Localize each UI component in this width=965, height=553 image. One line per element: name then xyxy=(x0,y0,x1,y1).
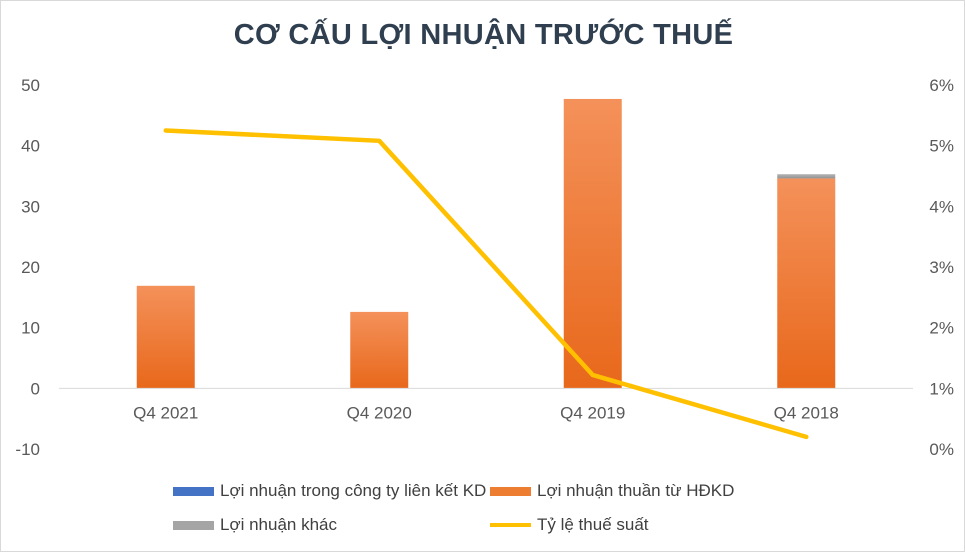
bar-operating-profit xyxy=(563,98,622,389)
x-tick-label: Q4 2019 xyxy=(560,403,625,422)
bar-other-profit xyxy=(777,174,836,179)
legend-item-tax-rate: Tỷ lệ thuế suất xyxy=(490,515,649,535)
y-tick-label: 50 xyxy=(21,76,40,95)
y-tick-label: -10 xyxy=(15,440,40,459)
legend-label-operating-profit: Lợi nhuận thuần từ HĐKD xyxy=(537,481,735,500)
chart-title: CƠ CẤU LỢI NHUẬN TRƯỚC THUẾ xyxy=(233,19,734,51)
y-tick-label: 40 xyxy=(21,137,40,156)
legend-item-associates: Lợi nhuận trong công ty liên kết KD xyxy=(173,481,486,501)
tax-rate-line xyxy=(163,128,809,440)
y2-tick-label: 1% xyxy=(929,379,954,398)
y2-tick-label: 3% xyxy=(929,258,954,277)
legend-label-tax-rate: Tỷ lệ thuế suất xyxy=(537,515,649,534)
legend-label-other-profit: Lợi nhuận khác xyxy=(220,515,338,534)
bar-operating-profit xyxy=(777,178,836,389)
x-tick-label: Q4 2018 xyxy=(774,403,839,422)
legend-swatch-operating-profit xyxy=(490,486,531,496)
bar-operating-profit xyxy=(136,285,195,389)
legend-swatch-other-profit xyxy=(173,520,214,530)
legend-swatch-associates xyxy=(173,486,214,496)
y2-tick-label: 2% xyxy=(929,319,954,338)
tax-rate-point xyxy=(377,138,382,143)
y2-tick-label: 4% xyxy=(929,197,954,216)
y-tick-label: 20 xyxy=(21,258,40,277)
legend-label-associates: Lợi nhuận trong công ty liên kết KD xyxy=(220,481,487,500)
legend-item-other-profit: Lợi nhuận khác xyxy=(173,515,337,535)
y-tick-label: 10 xyxy=(21,319,40,338)
legend-item-operating-profit: Lợi nhuận thuần từ HĐKD xyxy=(490,481,734,501)
bar-operating-profit xyxy=(350,311,409,389)
x-tick-label: Q4 2020 xyxy=(347,403,412,422)
y2-tick-label: 5% xyxy=(929,137,954,156)
tax-rate-point xyxy=(163,128,168,133)
tax-rate-point xyxy=(804,434,809,439)
y2-tick-label: 0% xyxy=(929,440,954,459)
y-tick-label: 0 xyxy=(31,379,40,398)
tax-rate-point xyxy=(590,372,595,377)
y2-tick-label: 6% xyxy=(929,76,954,95)
legend-swatch-tax-rate xyxy=(490,523,531,527)
x-tick-label: Q4 2021 xyxy=(133,403,198,422)
y-tick-label: 30 xyxy=(21,197,40,216)
